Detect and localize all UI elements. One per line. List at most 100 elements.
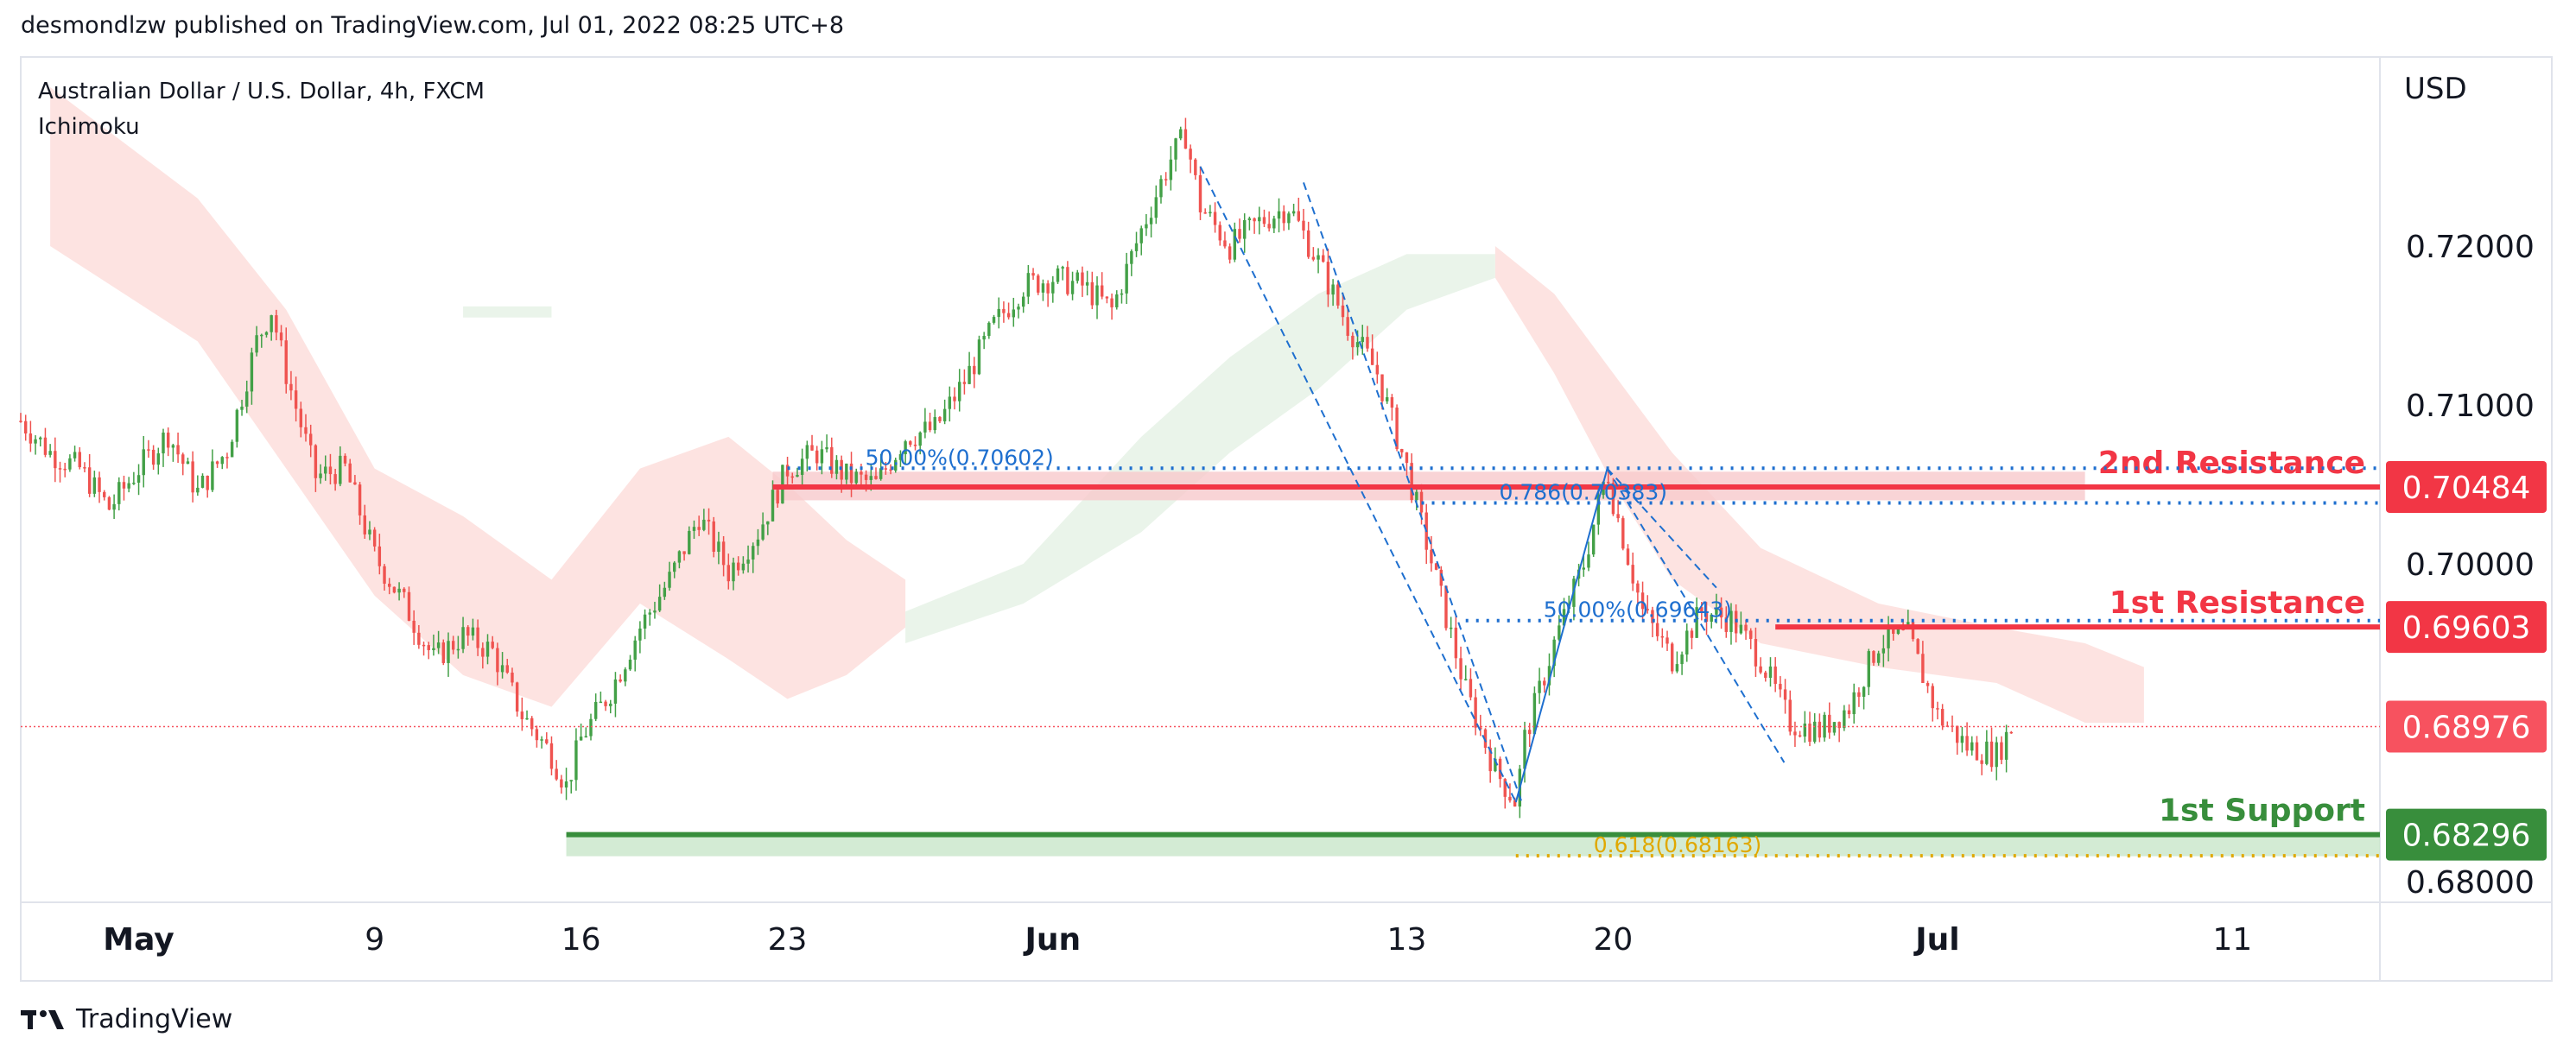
- candle-body: [1405, 452, 1409, 464]
- price-badge-label: 0.68976: [2402, 710, 2531, 745]
- candle-body: [176, 445, 180, 455]
- candle-body: [1621, 518, 1625, 549]
- candle-body: [1317, 255, 1320, 260]
- candle-body: [1764, 672, 1767, 678]
- candle-body: [270, 315, 273, 332]
- candle-body: [1818, 721, 1822, 738]
- candle-body: [884, 468, 888, 470]
- support-zone: [566, 833, 2381, 857]
- candle-body: [977, 339, 981, 375]
- candle-body: [776, 490, 779, 504]
- candle-body: [299, 408, 303, 427]
- candle-body: [112, 503, 116, 510]
- candle-body: [1670, 643, 1674, 672]
- candle-body: [1675, 664, 1679, 672]
- candle-body: [339, 455, 342, 484]
- candle-body: [1120, 293, 1124, 295]
- candle-body: [1700, 607, 1704, 612]
- candle-body: [879, 468, 883, 479]
- candle-body: [619, 679, 622, 682]
- candle-body: [107, 496, 111, 510]
- candle-body: [771, 490, 775, 522]
- candle-body: [1066, 267, 1069, 294]
- candle-body: [790, 476, 794, 478]
- candle-body: [363, 515, 366, 534]
- candle-body: [1660, 635, 1665, 638]
- candle-body: [1101, 285, 1104, 297]
- candle-body: [136, 475, 141, 484]
- candle-body: [1759, 666, 1762, 673]
- candle-body: [1607, 482, 1610, 484]
- candle-body: [34, 439, 37, 444]
- candle-body: [1430, 549, 1433, 564]
- candle-body: [1159, 179, 1163, 198]
- candle-body: [1351, 335, 1355, 348]
- candle-body: [785, 465, 790, 477]
- candle-body: [1980, 760, 1983, 764]
- candle-body: [589, 718, 593, 737]
- candle-body: [279, 332, 283, 341]
- candle-body: [1616, 514, 1620, 519]
- candle-body: [1498, 758, 1502, 780]
- candle-body: [1375, 364, 1380, 375]
- candle-body: [889, 469, 892, 471]
- candle-body: [1823, 714, 1826, 738]
- candle-body: [1503, 779, 1507, 797]
- candle-body: [324, 466, 327, 474]
- indicator-label: Ichimoku: [38, 114, 140, 140]
- candle-body: [854, 471, 858, 484]
- candle-body: [1479, 727, 1482, 730]
- candle-body: [864, 474, 868, 480]
- candle-body: [1651, 610, 1654, 623]
- candle-body: [1228, 246, 1232, 260]
- candle-body: [368, 529, 371, 534]
- price-axis[interactable]: 0.72000 0.71000 0.70000 0.68000 0.70484 0.696…: [2386, 230, 2547, 901]
- candle-body: [1213, 212, 1217, 225]
- candle-body: [1434, 563, 1438, 570]
- candle-body: [1169, 159, 1173, 180]
- candle-body: [1415, 491, 1418, 501]
- candle-body: [1464, 679, 1468, 680]
- candle-body: [574, 740, 578, 781]
- candle-body: [403, 588, 406, 592]
- candle-body: [1400, 449, 1404, 452]
- candle-body: [78, 452, 81, 468]
- candle-body: [1685, 630, 1689, 655]
- candle-body: [196, 487, 200, 493]
- candle-body: [1704, 611, 1709, 622]
- candle-body: [308, 433, 313, 446]
- candle-body: [1145, 224, 1148, 229]
- candle-body: [697, 527, 701, 530]
- candle-body: [1788, 699, 1792, 732]
- candle-body: [250, 352, 254, 392]
- symbol-title: Australian Dollar / U.S. Dollar, 4h, FXC…: [38, 79, 485, 104]
- candle-body: [1887, 626, 1890, 648]
- candle-body: [869, 476, 873, 480]
- candle-body: [1247, 218, 1252, 221]
- candle-body: [1454, 627, 1458, 659]
- candle-body: [549, 743, 554, 769]
- candle-body: [1773, 666, 1777, 685]
- ichimoku-cloud-band: [50, 86, 906, 707]
- candle-body: [721, 541, 726, 566]
- chart-frame: [20, 56, 2553, 982]
- candle-body: [1267, 224, 1271, 229]
- candle-body: [933, 417, 936, 431]
- ichimoku-cloud-band: [463, 306, 552, 318]
- candle-body: [220, 457, 224, 465]
- time-axis[interactable]: May 9 16 23 Jun 13 20 Jul 11: [103, 922, 2252, 958]
- candle-body: [1970, 742, 1974, 751]
- candle-body: [1901, 629, 1905, 630]
- candle-body: [1051, 281, 1055, 294]
- candle-body: [117, 482, 121, 504]
- candle-body: [564, 781, 568, 788]
- candle-body: [682, 551, 686, 554]
- candle-body: [255, 335, 258, 353]
- candle-body: [1198, 174, 1202, 212]
- candle-body: [1233, 229, 1237, 260]
- candle-body: [1130, 250, 1133, 264]
- candle-body: [211, 461, 214, 490]
- candle-body: [796, 474, 799, 477]
- candle-body: [968, 365, 971, 384]
